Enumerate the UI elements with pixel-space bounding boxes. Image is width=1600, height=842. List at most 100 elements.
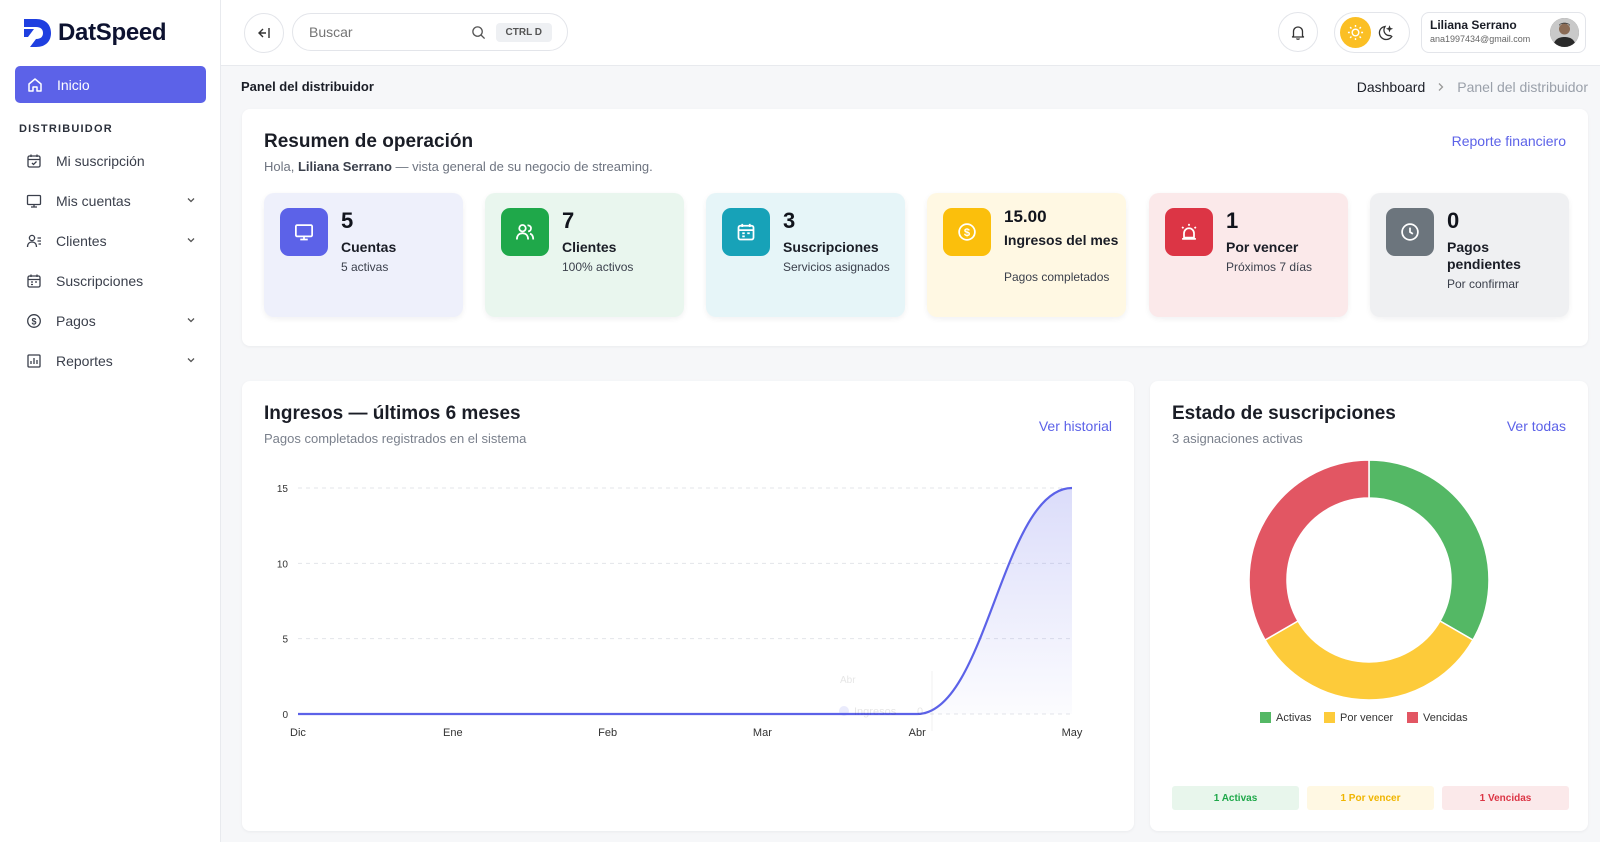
light-mode-button[interactable] — [1340, 17, 1371, 48]
x-tick-label: May — [1062, 727, 1083, 739]
sidebar-item-clientes[interactable]: Clientes — [26, 229, 196, 253]
breadcrumb: Dashboard Panel del distribuidor — [1357, 79, 1588, 95]
sidebar-item-mi-suscripcion[interactable]: Mi suscripción — [26, 149, 196, 173]
stat-value: 7 — [562, 208, 575, 233]
sidebar-toggle-button[interactable] — [244, 13, 284, 53]
status-tag-por-vencer: 1 Por vencer — [1307, 786, 1434, 810]
bell-icon — [1291, 25, 1305, 40]
stat-badge — [1386, 208, 1434, 256]
subscription-donut-chart: Activas Por vencer Vencidas — [1248, 459, 1490, 724]
theme-switcher[interactable] — [1334, 12, 1410, 53]
stat-card-pagos-pendientes[interactable]: 0 Pagos pendientes Por confirmar — [1370, 193, 1569, 317]
dollar-circle-icon: $ — [27, 314, 41, 328]
home-icon — [28, 77, 42, 92]
stat-card-ingresos[interactable]: $ 15.00 Ingresos del mes Pagos completad… — [927, 193, 1126, 317]
breadcrumb-dashboard[interactable]: Dashboard — [1356, 79, 1426, 95]
summary-greeting: Hola, Liliana Serrano — vista general de… — [264, 159, 653, 174]
stat-sub: 100% activos — [562, 260, 634, 274]
y-tick-label: 10 — [277, 559, 289, 570]
stat-sub: Servicios asignados — [783, 260, 890, 274]
view-all-link[interactable]: Ver todas — [1506, 418, 1566, 434]
status-tag-activas: 1 Activas — [1172, 786, 1299, 810]
svg-text:$: $ — [31, 316, 36, 326]
search-icon — [472, 26, 486, 40]
user-menu[interactable]: Liliana Serrano ana1997434@gmail.com — [1421, 12, 1586, 53]
sidebar-item-label: Suscripciones — [56, 273, 144, 289]
stat-badge — [280, 208, 328, 256]
stat-sub: Pagos completados — [1004, 270, 1110, 284]
breadcrumb-current: Panel del distribuidor — [1457, 79, 1588, 95]
stat-label: Por vencer — [1226, 239, 1299, 255]
stat-value: 5 — [341, 208, 354, 233]
x-tick-label: Ene — [443, 727, 463, 739]
dollar-circle-icon: $ — [958, 223, 976, 241]
sidebar-item-suscripciones[interactable]: Suscripciones — [26, 269, 196, 293]
stat-value: 3 — [783, 208, 796, 233]
avatar — [1550, 18, 1579, 47]
sidebar-item-pagos[interactable]: $ Pagos — [26, 309, 196, 333]
notifications-button[interactable] — [1278, 12, 1318, 52]
stat-badge: $ — [943, 208, 991, 256]
status-tags: 1 Activas 1 Por vencer 1 Vencidas — [1172, 786, 1569, 810]
chart-tooltip: Abr Ingresos 0 — [839, 671, 933, 731]
x-tick-label: Abr — [909, 727, 926, 739]
subscription-status-card: Estado de suscripciones 3 asignaciones a… — [1150, 381, 1588, 831]
calendar-icon — [737, 223, 755, 241]
stat-label: Pagos pendientes — [1447, 239, 1521, 272]
sidebar-item-label: Clientes — [56, 233, 107, 249]
clock-icon — [1401, 223, 1419, 241]
chevron-down-icon — [187, 358, 195, 363]
summary-title: Resumen de operación — [264, 131, 474, 152]
stat-value: 1 — [1226, 208, 1239, 233]
x-tick-label: Mar — [753, 727, 772, 739]
legend-swatch — [1407, 712, 1418, 723]
sidebar-item-mis-cuentas[interactable]: Mis cuentas — [26, 189, 196, 213]
sidebar-item-label: Mis cuentas — [56, 193, 131, 209]
monitor-icon — [295, 224, 313, 241]
donut-slice-vencidas — [1248, 459, 1370, 642]
legend-label: Activas — [1276, 712, 1312, 724]
legend-label: Vencidas — [1423, 712, 1468, 724]
stat-card-por-vencer[interactable]: 1 Por vencer Próximos 7 días — [1149, 193, 1348, 317]
sidebar-item-label: Reportes — [56, 353, 113, 369]
stat-badge — [722, 208, 770, 256]
summary-card: Resumen de operación Hola, Liliana Serra… — [242, 109, 1588, 346]
stat-card-cuentas[interactable]: 5 Cuentas 5 activas — [264, 193, 463, 317]
stat-badge — [501, 208, 549, 256]
user-name: Liliana Serrano — [1430, 18, 1517, 32]
tooltip-value: 0 — [917, 706, 923, 718]
chevron-down-icon — [187, 238, 195, 243]
sidebar-item-label: Mi suscripción — [56, 153, 145, 169]
status-title: Estado de suscripciones — [1172, 403, 1396, 424]
x-tick-label: Dic — [290, 727, 306, 739]
search-input[interactable] — [309, 24, 459, 40]
search-box[interactable]: CTRL D — [292, 13, 568, 51]
y-tick-label: 5 — [282, 635, 288, 646]
stat-card-suscripciones[interactable]: 3 Suscripciones Servicios asignados — [706, 193, 905, 317]
alarm-icon — [1181, 223, 1197, 240]
sidebar-item-reportes[interactable]: Reportes — [26, 349, 196, 373]
legend-label: Por vencer — [1340, 712, 1394, 724]
brand-logo[interactable]: DatSpeed — [22, 17, 167, 49]
donut-slice-por-vencer — [1264, 619, 1474, 701]
search-shortcut: CTRL D — [495, 23, 552, 42]
stat-label: Clientes — [562, 239, 617, 255]
legend-swatch — [1260, 712, 1271, 723]
users-icon — [516, 224, 535, 240]
legend-swatch — [1324, 712, 1335, 723]
stat-card-clientes[interactable]: 7 Clientes 100% activos — [485, 193, 684, 317]
sidebar: DatSpeed Inicio DISTRIBUIDOR Mi suscripc… — [0, 0, 221, 842]
users-list-icon — [26, 234, 41, 248]
view-history-link[interactable]: Ver historial — [1038, 418, 1112, 434]
sidebar-item-inicio[interactable]: Inicio — [15, 66, 206, 103]
donut-slice-activas — [1368, 459, 1490, 642]
revenue-area-fill — [298, 488, 1072, 714]
y-tick-label: 0 — [282, 710, 288, 721]
financial-report-link[interactable]: Reporte financiero — [1451, 133, 1566, 149]
collapse-left-icon — [258, 28, 270, 38]
revenue-area-chart: 0 5 10 15 Dic Ene Feb Mar Abr May Abr Ingresos 0 — [277, 484, 1083, 739]
dark-mode-button[interactable] — [1377, 24, 1395, 42]
stat-sub: 5 activas — [341, 260, 389, 274]
brand-name: DatSpeed — [58, 19, 167, 46]
revenue-title: Ingresos — últimos 6 meses — [264, 403, 521, 424]
